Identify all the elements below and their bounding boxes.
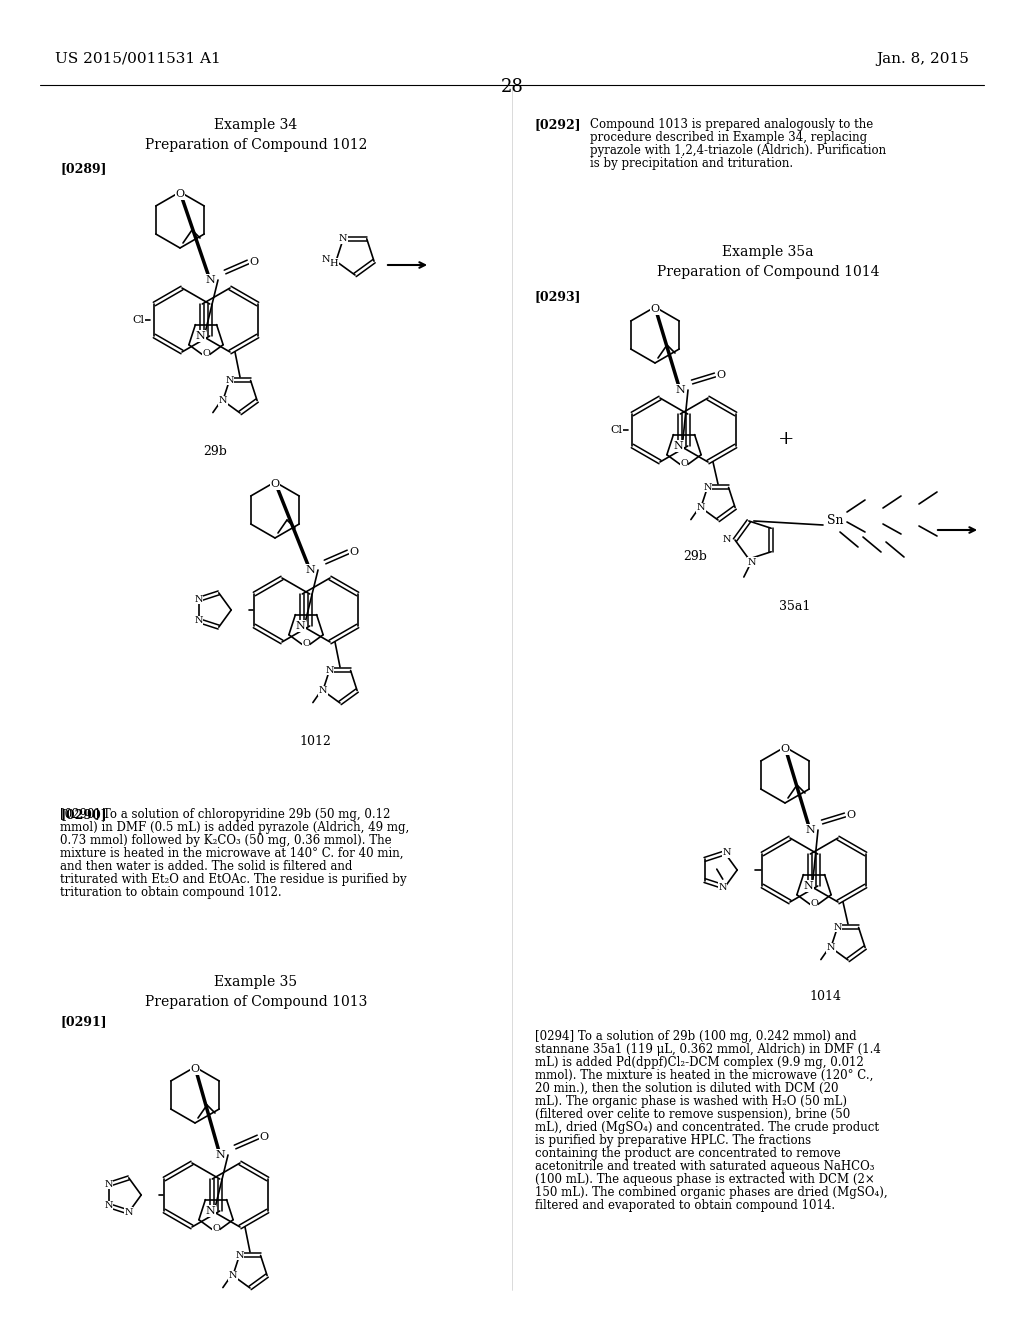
Text: N: N <box>339 235 347 243</box>
Text: N: N <box>305 565 314 576</box>
Text: N: N <box>125 1208 133 1217</box>
Text: N: N <box>703 483 712 492</box>
Text: N: N <box>696 503 706 512</box>
Text: 1012: 1012 <box>299 735 331 748</box>
Text: N: N <box>675 385 685 395</box>
Text: O: O <box>270 479 280 488</box>
Text: O: O <box>780 744 790 754</box>
Text: [0293]: [0293] <box>535 290 582 304</box>
Text: Cl: Cl <box>132 315 144 325</box>
Text: N: N <box>196 331 205 341</box>
Text: O: O <box>680 459 688 467</box>
Text: N: N <box>723 536 731 544</box>
Text: [0291]: [0291] <box>60 1015 106 1028</box>
Text: (100 mL). The aqueous phase is extracted with DCM (2×: (100 mL). The aqueous phase is extracted… <box>535 1173 874 1185</box>
Text: N: N <box>219 396 227 405</box>
Text: N: N <box>805 825 815 836</box>
Text: filtered and evaporated to obtain compound 1014.: filtered and evaporated to obtain compou… <box>535 1199 836 1212</box>
Text: N: N <box>326 665 334 675</box>
Text: N: N <box>104 1201 113 1210</box>
Text: [0289]: [0289] <box>60 162 106 176</box>
Text: N: N <box>834 923 842 932</box>
Text: Example 35: Example 35 <box>214 975 298 989</box>
Text: N: N <box>719 883 727 891</box>
Text: N: N <box>236 1251 244 1259</box>
Text: Preparation of Compound 1013: Preparation of Compound 1013 <box>144 995 368 1008</box>
Text: and then water is added. The solid is filtered and: and then water is added. The solid is fi… <box>60 861 352 873</box>
Text: [0294] To a solution of 29b (100 mg, 0.242 mmol) and: [0294] To a solution of 29b (100 mg, 0.2… <box>535 1030 857 1043</box>
Text: (filtered over celite to remove suspension), brine (50: (filtered over celite to remove suspensi… <box>535 1107 850 1121</box>
Text: mL) is added Pd(dppf)Cl₂-DCM complex (9.9 mg, 0.012: mL) is added Pd(dppf)Cl₂-DCM complex (9.… <box>535 1056 864 1069</box>
Text: N: N <box>826 942 836 952</box>
Text: N: N <box>295 620 305 631</box>
Text: N: N <box>104 1180 113 1189</box>
Text: mmol) in DMF (0.5 mL) is added pyrazole (Aldrich, 49 mg,: mmol) in DMF (0.5 mL) is added pyrazole … <box>60 821 410 834</box>
Text: O: O <box>212 1224 220 1233</box>
Text: Preparation of Compound 1012: Preparation of Compound 1012 <box>144 139 368 152</box>
Text: O: O <box>302 639 310 648</box>
Text: O: O <box>250 257 259 267</box>
Text: Compound 1013 is prepared analogously to the: Compound 1013 is prepared analogously to… <box>590 117 873 131</box>
Text: N: N <box>206 1206 215 1216</box>
Text: N: N <box>205 275 215 285</box>
Text: O: O <box>190 1064 200 1074</box>
Text: O: O <box>847 810 856 820</box>
Text: [0290]: [0290] <box>60 808 106 821</box>
Text: mL), dried (MgSO₄) and concentrated. The crude product: mL), dried (MgSO₄) and concentrated. The… <box>535 1121 879 1134</box>
Text: H: H <box>330 259 338 268</box>
Text: Example 35a: Example 35a <box>722 246 814 259</box>
Text: 29b: 29b <box>203 445 227 458</box>
Text: 20 min.), then the solution is diluted with DCM (20: 20 min.), then the solution is diluted w… <box>535 1082 839 1096</box>
Text: +: + <box>778 430 795 447</box>
Text: Example 34: Example 34 <box>214 117 298 132</box>
Text: trituration to obtain compound 1012.: trituration to obtain compound 1012. <box>60 886 282 899</box>
Text: pyrazole with 1,2,4-triazole (Aldrich). Purification: pyrazole with 1,2,4-triazole (Aldrich). … <box>590 144 886 157</box>
Text: 28: 28 <box>501 78 523 96</box>
Text: N: N <box>228 1271 238 1280</box>
Text: is purified by preparative HPLC. The fractions: is purified by preparative HPLC. The fra… <box>535 1134 811 1147</box>
Text: O: O <box>175 189 184 199</box>
Text: 29b: 29b <box>683 550 707 564</box>
Text: O: O <box>810 899 818 908</box>
Text: triturated with Et₂O and EtOAc. The residue is purified by: triturated with Et₂O and EtOAc. The resi… <box>60 873 407 886</box>
Text: stannane 35a1 (119 μL, 0.362 mmol, Aldrich) in DMF (1.4: stannane 35a1 (119 μL, 0.362 mmol, Aldri… <box>535 1043 881 1056</box>
Text: mixture is heated in the microwave at 140° C. for 40 min,: mixture is heated in the microwave at 14… <box>60 847 403 861</box>
Text: Preparation of Compound 1014: Preparation of Compound 1014 <box>656 265 880 279</box>
Text: N: N <box>674 441 683 451</box>
Text: [0292]: [0292] <box>535 117 582 131</box>
Text: 35a1: 35a1 <box>779 601 811 612</box>
Text: is by precipitation and trituration.: is by precipitation and trituration. <box>590 157 794 170</box>
Text: N: N <box>215 1150 225 1160</box>
Text: 1014: 1014 <box>809 990 841 1003</box>
Text: mmol). The mixture is heated in the microwave (120° C.,: mmol). The mixture is heated in the micr… <box>535 1069 873 1082</box>
Text: procedure described in Example 34, replacing: procedure described in Example 34, repla… <box>590 131 867 144</box>
Text: US 2015/0011531 A1: US 2015/0011531 A1 <box>55 51 221 66</box>
Text: N: N <box>225 376 233 385</box>
Text: N: N <box>322 255 330 264</box>
Text: Jan. 8, 2015: Jan. 8, 2015 <box>877 51 969 66</box>
Text: N: N <box>723 849 731 858</box>
Text: O: O <box>717 370 726 380</box>
Text: O: O <box>650 304 659 314</box>
Text: O: O <box>202 348 210 358</box>
Text: N: N <box>748 557 756 566</box>
Text: mL). The organic phase is washed with H₂O (50 mL): mL). The organic phase is washed with H₂… <box>535 1096 847 1107</box>
Text: 150 mL). The combined organic phases are dried (MgSO₄),: 150 mL). The combined organic phases are… <box>535 1185 888 1199</box>
Text: [0290] To a solution of chloropyridine 29b (50 mg, 0.12: [0290] To a solution of chloropyridine 2… <box>60 808 390 821</box>
Text: acetonitrile and treated with saturated aqueous NaHCO₃: acetonitrile and treated with saturated … <box>535 1160 874 1173</box>
Text: N: N <box>195 616 203 626</box>
Text: O: O <box>259 1133 268 1142</box>
Text: containing the product are concentrated to remove: containing the product are concentrated … <box>535 1147 841 1160</box>
Text: O: O <box>349 546 358 557</box>
Text: Sn: Sn <box>826 513 843 527</box>
Text: N: N <box>804 880 813 891</box>
Text: N: N <box>318 686 327 696</box>
Text: 0.73 mmol) followed by K₂CO₃ (50 mg, 0.36 mmol). The: 0.73 mmol) followed by K₂CO₃ (50 mg, 0.3… <box>60 834 391 847</box>
Text: N: N <box>195 595 203 605</box>
Text: Cl: Cl <box>610 425 622 436</box>
